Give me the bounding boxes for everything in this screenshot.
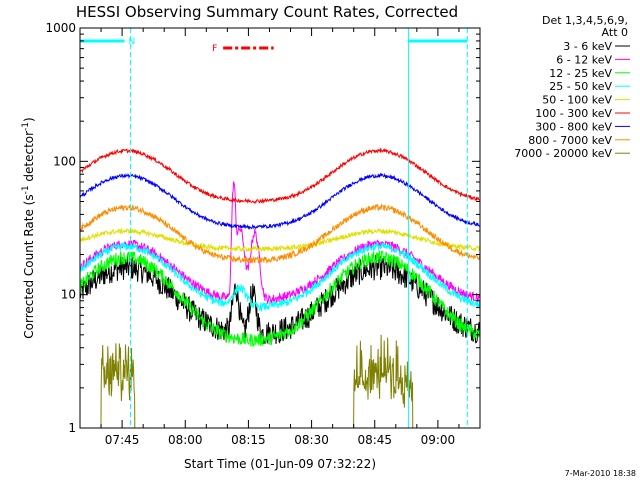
x-tick-label: 08:45 (357, 433, 392, 447)
y-tick-label: 1 (68, 421, 76, 435)
series-line-7000-20000-kev (100, 334, 414, 428)
x-tick-label: 08:30 (294, 433, 329, 447)
x-tick-label: 08:15 (231, 433, 266, 447)
x-tick-label: 07:45 (105, 433, 140, 447)
night-marker: N (129, 37, 136, 47)
y-tick-label: 10 (61, 288, 76, 302)
series-line-100-300-kev (80, 147, 480, 205)
series-layer (80, 147, 480, 428)
x-tick-label: 09:00 (421, 433, 456, 447)
plot-frame (79, 27, 481, 429)
series-line-25-50-kev (80, 242, 480, 313)
legend-label: 100 - 300 keV (535, 107, 612, 120)
series-line-50-100-kev (80, 227, 480, 253)
x-tick-label: 08:00 (168, 433, 203, 447)
x-axis-label: Start Time (01-Jun-09 07:32:22) (184, 457, 376, 471)
legend-label: 25 - 50 keV (549, 80, 612, 93)
tick-layer: 07:45 08:00 08:15 08:30 08:45 09:00 1 10 100 1000 (45, 21, 481, 447)
flare-marker: F (212, 44, 217, 54)
series-line-12-25-kev (80, 250, 480, 347)
chart-title: HESSI Observing Summary Count Rates, Cor… (76, 3, 458, 21)
timestamp: 7-Mar-2010 18:38 (565, 469, 636, 478)
y-tick-label: 1000 (45, 21, 76, 35)
legend-label: 50 - 100 keV (542, 94, 612, 107)
y-axis-label: Corrected Count Rate (s-1 detector-1) (21, 117, 36, 338)
legend-label: 12 - 25 keV (549, 67, 612, 80)
series-line-800-7000-kev (80, 203, 480, 265)
legend-label: 3 - 6 keV (563, 40, 612, 53)
legend-header-attenuator: Att 0 (602, 26, 628, 39)
legend-label: 800 - 7000 keV (528, 134, 612, 147)
legend-label: 7000 - 20000 keV (514, 147, 612, 160)
annotation-layer: NF (79, 28, 468, 428)
series-line-300-800-kev (80, 172, 480, 230)
y-tick-label: 100 (53, 154, 76, 168)
legend-label: 300 - 800 keV (535, 120, 612, 133)
legend-label: 6 - 12 keV (556, 53, 612, 66)
legend-header-detectors: Det 1,3,4,5,6,9, (542, 14, 628, 27)
